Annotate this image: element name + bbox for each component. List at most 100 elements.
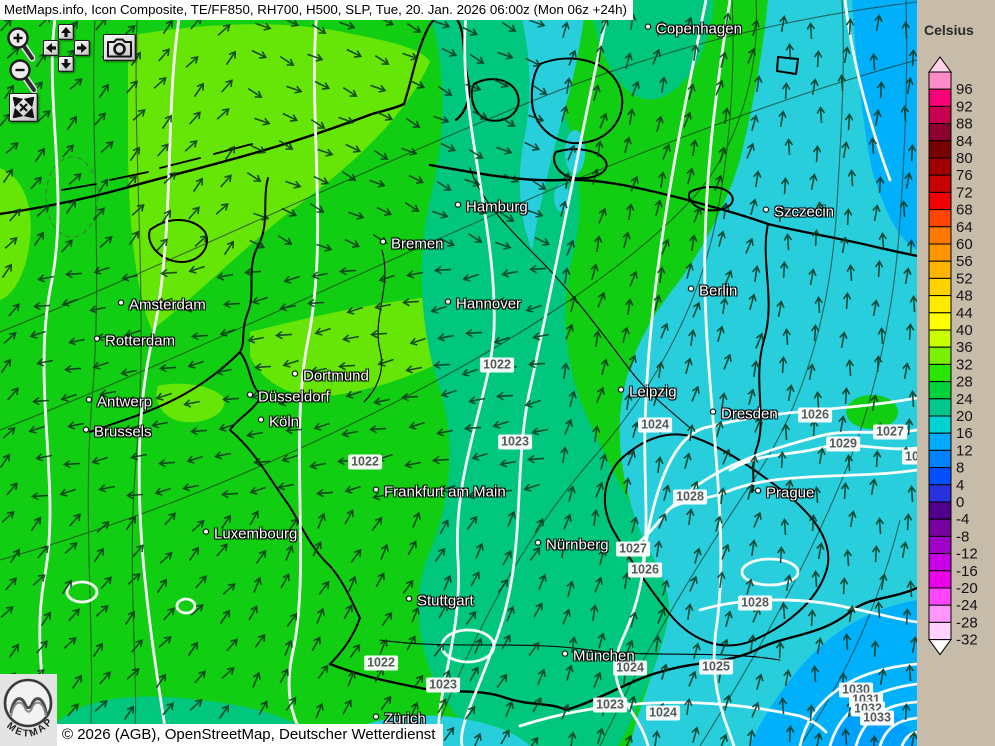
city-marker-icon: [710, 408, 716, 415]
city-label: Luxembourg: [203, 526, 297, 543]
arrow-up-icon: [61, 27, 71, 37]
city-marker-icon: [380, 238, 386, 245]
svg-text:20: 20: [956, 408, 973, 425]
isobar-value-label: 1025: [699, 659, 733, 675]
svg-text:-32: -32: [956, 632, 978, 649]
city-marker-icon: [645, 23, 651, 30]
svg-text:48: 48: [956, 288, 973, 305]
isobar-value-label: 1024: [646, 705, 680, 721]
pan-down-button[interactable]: [58, 56, 74, 72]
arrow-right-icon: [77, 43, 87, 53]
svg-text:-24: -24: [956, 597, 978, 614]
isobar-value-label: 1024: [638, 417, 672, 433]
city-marker-icon: [445, 298, 451, 305]
isobar-value-label: 1026: [628, 562, 662, 578]
pan-left-button[interactable]: [43, 40, 59, 56]
svg-text:12: 12: [956, 442, 973, 459]
svg-text:36: 36: [956, 339, 973, 356]
temperature-color-scale: 9692888480767268646056524844403632282420…: [928, 56, 978, 656]
svg-text:84: 84: [956, 133, 973, 150]
svg-text:24: 24: [956, 391, 973, 408]
city-marker-icon: [618, 386, 624, 393]
city-label: Köln: [258, 414, 299, 431]
svg-text:56: 56: [956, 253, 973, 270]
city-label: Stuttgart: [406, 593, 474, 610]
svg-text:28: 28: [956, 374, 973, 391]
screenshot-button[interactable]: [103, 34, 136, 61]
arrow-left-icon: [46, 43, 56, 53]
svg-text:88: 88: [956, 116, 973, 133]
svg-text:4: 4: [956, 477, 964, 494]
city-label: Hamburg: [455, 199, 528, 216]
isobar-value-label: 1023: [498, 434, 532, 450]
city-label: Leipzig: [618, 384, 677, 401]
svg-text:-12: -12: [956, 546, 978, 563]
city-label: Brussels: [83, 424, 152, 441]
city-marker-icon: [118, 299, 124, 306]
isobar-value-label: 1022: [348, 454, 382, 470]
city-marker-icon: [83, 426, 89, 433]
city-marker-icon: [688, 285, 694, 292]
svg-text:0: 0: [956, 494, 964, 511]
svg-text:-28: -28: [956, 614, 978, 631]
svg-text:-20: -20: [956, 580, 978, 597]
city-marker-icon: [292, 370, 298, 377]
city-marker-icon: [406, 595, 412, 602]
metmaps-logo[interactable]: METMAPS: [0, 666, 57, 746]
isobar-value-label: 1023: [593, 697, 627, 713]
arrow-down-icon: [61, 59, 71, 69]
city-label: Hannover: [445, 296, 521, 313]
copyright-bar[interactable]: © 2026 (AGB), OpenStreetMap, Deutscher W…: [57, 724, 444, 746]
pan-right-button[interactable]: [74, 40, 90, 56]
country-borders: [0, 12, 917, 712]
svg-text:64: 64: [956, 219, 973, 236]
city-marker-icon: [455, 201, 461, 208]
svg-text:72: 72: [956, 184, 973, 201]
city-label: Antwerp: [86, 394, 152, 411]
isobar-value-label: 1024: [613, 660, 647, 676]
city-label: Nürnberg: [535, 537, 609, 554]
zoom-in-button[interactable]: [7, 27, 36, 63]
svg-text:96: 96: [956, 81, 973, 98]
weather-map[interactable]: 1022 1023 1022 1024 1026 1027 1029 10 1028 1027 10…: [0, 0, 917, 746]
isobar-value-label: 1026: [798, 407, 832, 423]
isobar-value-label: 1022: [480, 357, 514, 373]
svg-text:80: 80: [956, 150, 973, 167]
isobar-value-label: 1023: [426, 677, 460, 693]
weather-map-canvas[interactable]: [0, 0, 917, 746]
svg-text:60: 60: [956, 236, 973, 253]
map-title-bar: MetMaps.info, Icon Composite, TE/FF850, …: [0, 0, 633, 20]
svg-text:76: 76: [956, 167, 973, 184]
city-label: Düsseldorf: [247, 389, 330, 406]
city-label: Prague: [755, 485, 814, 502]
fullscreen-button[interactable]: [9, 93, 38, 122]
city-label: Szczecin: [763, 204, 834, 221]
camera-icon: [107, 38, 132, 57]
city-label: München: [562, 648, 635, 665]
pan-up-button[interactable]: [58, 24, 74, 40]
svg-text:16: 16: [956, 425, 973, 442]
city-marker-icon: [94, 335, 100, 342]
city-marker-icon: [86, 396, 92, 403]
zoom-out-button[interactable]: [9, 59, 38, 95]
svg-text:44: 44: [956, 305, 973, 322]
city-marker-icon: [535, 539, 541, 546]
isobar-value-label: 1027: [873, 424, 907, 440]
isobar-value-label: 1027: [616, 541, 650, 557]
city-label: Dortmund: [292, 368, 369, 385]
city-label: Rotterdam: [94, 333, 175, 350]
isobar-value-label: 1028: [738, 595, 772, 611]
city-label: Frankfurt am Main: [373, 484, 506, 501]
city-marker-icon: [373, 713, 379, 720]
fullscreen-icon: [13, 97, 34, 118]
city-marker-icon: [203, 528, 209, 535]
temperature-legend-panel: Celsius 96 92 88 84 80 76 72 68 64 60 56 52 48 44 40 36…: [917, 0, 995, 746]
svg-text:92: 92: [956, 98, 973, 115]
svg-text:40: 40: [956, 322, 973, 339]
city-label: Copenhagen: [645, 21, 742, 38]
city-label: Bremen: [380, 236, 444, 253]
isobar-value-label: 1033: [860, 710, 894, 726]
city-marker-icon: [755, 487, 761, 494]
city-marker-icon: [258, 416, 264, 423]
svg-text:68: 68: [956, 202, 973, 219]
